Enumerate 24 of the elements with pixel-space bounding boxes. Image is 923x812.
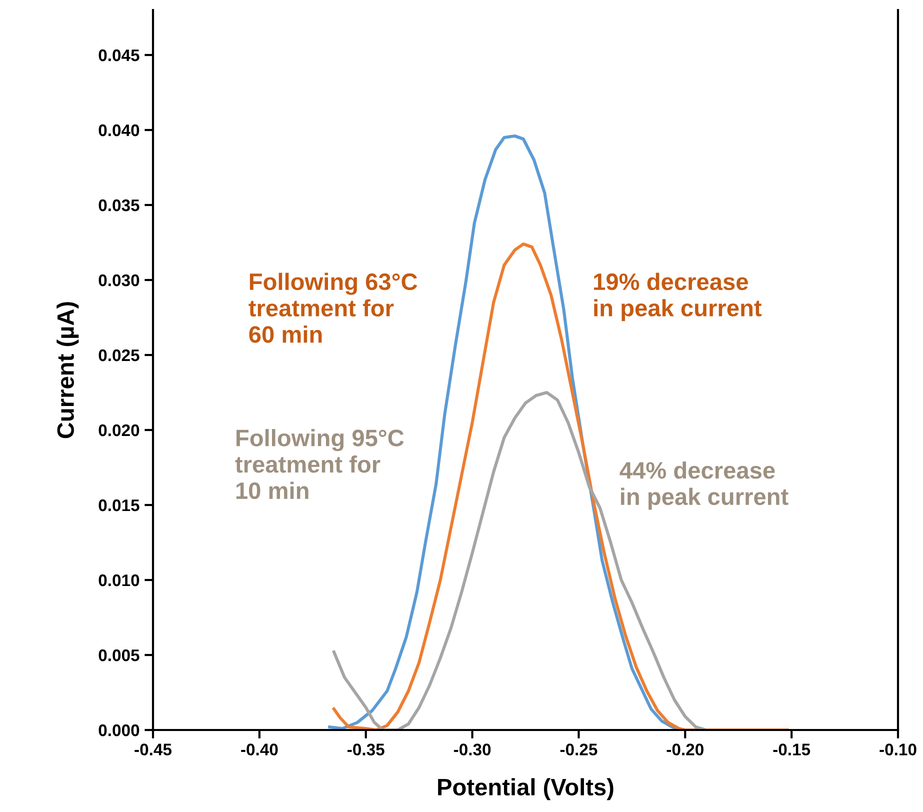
x-axis-title: Potential (Volts)	[438, 778, 614, 800]
y-tick-label: 0.025	[98, 349, 140, 362]
annotation: Following 95°C treatment for 10 min	[235, 429, 404, 500]
x-tick-label: -0.35	[348, 744, 384, 756]
y-tick-label: 0.045	[98, 49, 140, 62]
y-axis-title: Current (µA)	[56, 302, 79, 438]
x-tick-label: -0.45	[134, 744, 172, 756]
x-tick-label: -0.25	[560, 744, 598, 756]
y-tick-label: 0.000	[98, 724, 140, 736]
x-tick-label: -0.15	[773, 744, 810, 756]
y-tick-label: 0.015	[98, 499, 140, 512]
y-tick-label: 0.040	[98, 124, 140, 136]
x-tick-label: -0.20	[666, 744, 704, 756]
x-tick-label: -0.10	[880, 744, 916, 756]
x-tick-label: -0.40	[241, 744, 278, 756]
annotation: Following 63°C treatment for 60 min	[248, 272, 418, 343]
annotation: 44% decrease in peak current	[620, 461, 788, 510]
y-tick-label: 0.005	[98, 649, 140, 662]
y-tick-label: 0.010	[98, 574, 140, 586]
y-tick-label: 0.020	[98, 424, 140, 436]
y-tick-label: 0.035	[98, 199, 140, 212]
y-tick-label: 0.030	[98, 274, 140, 286]
x-tick-label: -0.30	[454, 744, 491, 756]
annotation: 19% decrease in peak current	[594, 272, 762, 322]
